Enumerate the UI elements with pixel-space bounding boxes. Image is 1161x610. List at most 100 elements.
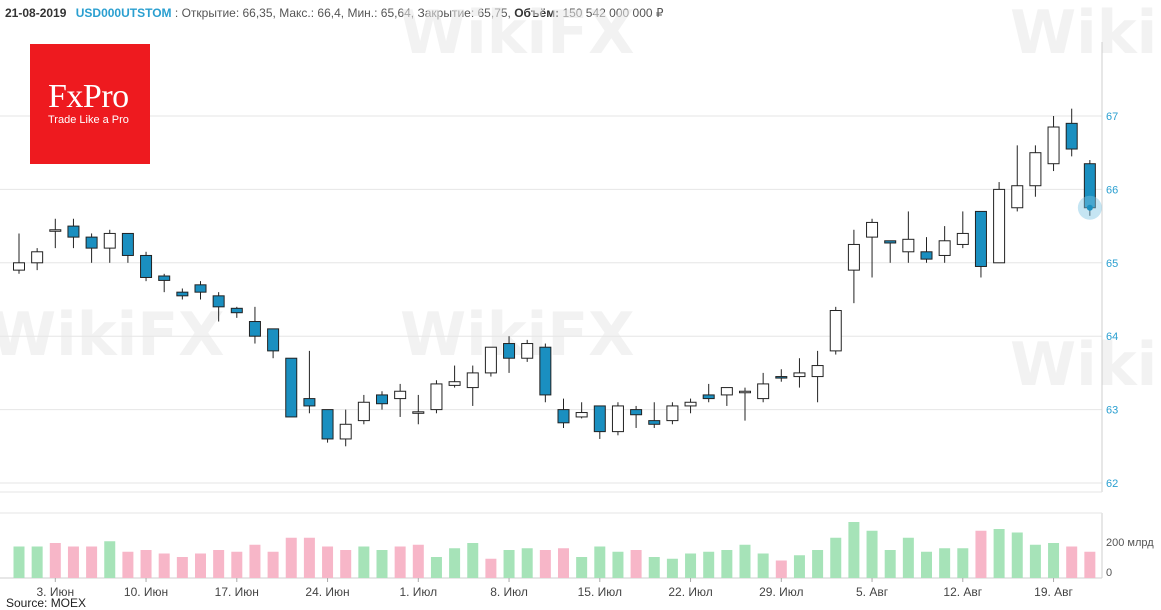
candle-body	[31, 251, 44, 264]
candle-body	[938, 240, 951, 256]
source-label: Source: MOEX	[6, 596, 87, 610]
candle-body	[67, 225, 80, 238]
candle-body	[974, 210, 987, 267]
header-open: Открытие: 66,35,	[181, 6, 276, 20]
candle-body	[212, 295, 225, 308]
candle-body	[757, 383, 770, 400]
x-tick-label: 22. Июл	[668, 585, 712, 599]
volume-bar	[939, 548, 951, 578]
candle-body	[956, 232, 969, 245]
volume-bar	[884, 550, 896, 578]
volume-bar	[449, 548, 461, 578]
header-close: Закрытие: 65,75,	[417, 6, 511, 20]
candle-body	[412, 411, 425, 414]
candle-body	[194, 284, 207, 293]
volume-bar	[467, 543, 479, 578]
candle-body	[684, 401, 697, 407]
candle-body	[140, 254, 153, 278]
volume-bar	[739, 544, 751, 578]
volume-bar	[322, 546, 334, 578]
candle-body	[648, 420, 661, 425]
volume-bar	[285, 537, 297, 578]
x-tick-label: 5. Авг	[856, 585, 889, 599]
candle-body	[321, 409, 334, 440]
candle-body	[793, 372, 806, 378]
candle-body	[847, 243, 860, 271]
volume-bar	[848, 522, 860, 578]
header-ticker[interactable]: USD000UTSTOM	[75, 6, 172, 20]
candle-body	[720, 387, 733, 396]
x-tick-label: 17. Июн	[215, 585, 259, 599]
volume-bar	[812, 550, 824, 578]
volume-bar	[993, 529, 1005, 578]
x-tick-label: 8. Июл	[490, 585, 528, 599]
volume-bar	[376, 550, 388, 578]
candle-body	[1065, 122, 1078, 150]
logo-tagline: Trade Like a Pro	[48, 114, 129, 126]
volume-bar	[49, 543, 61, 578]
x-tick-label: 24. Июн	[305, 585, 349, 599]
candle-body	[1011, 185, 1024, 209]
candle-body	[158, 275, 171, 281]
header-low: Мин.: 65,64,	[347, 6, 415, 20]
x-tick-label: 15. Июл	[578, 585, 622, 599]
volume-bar	[485, 558, 497, 578]
header-high: Макс.: 66,4,	[279, 6, 345, 20]
volume-bar	[430, 557, 442, 578]
x-tick-label: 19. Авг	[1034, 585, 1073, 599]
volume-bar	[195, 553, 206, 578]
candle-body	[920, 251, 933, 260]
candle-body	[230, 307, 243, 314]
volume-bar	[866, 530, 878, 578]
volume-bar	[176, 557, 188, 578]
volume-bar	[412, 544, 424, 578]
candle-body	[593, 405, 606, 433]
candle-body	[448, 381, 461, 386]
header-separator: :	[174, 6, 179, 20]
candle-body	[466, 372, 479, 389]
volume-bar	[957, 548, 969, 578]
volume-bar	[267, 551, 279, 578]
candle-body	[521, 343, 534, 359]
volume-bar	[594, 546, 606, 578]
header-volume-value: 150 542 000 000 ₽	[562, 6, 664, 20]
volume-bar	[921, 551, 932, 578]
candle-body	[884, 240, 897, 244]
candle-body	[575, 412, 588, 418]
volume-bar	[648, 557, 660, 578]
y-tick-label: 62	[1106, 478, 1118, 490]
y-tick-label: 63	[1106, 405, 1118, 417]
volume-bar	[67, 546, 79, 578]
volume-bar	[13, 546, 25, 578]
volume-bar	[1029, 544, 1041, 578]
candle-body	[103, 232, 116, 249]
candle-body	[176, 291, 189, 297]
last-price-dot	[1086, 204, 1093, 211]
candle-body	[811, 365, 824, 378]
candle-body	[303, 398, 316, 407]
candle-body	[394, 390, 407, 400]
candle-body	[1047, 126, 1060, 165]
x-tick-label: 10. Июн	[124, 585, 168, 599]
y-tick-label: 64	[1106, 331, 1118, 343]
volume-bar	[576, 557, 588, 578]
chart-header: 21-08-2019 USD000UTSTOM : Открытие: 66,3…	[5, 6, 664, 20]
fxpro-logo: FxPro Trade Like a Pro	[30, 44, 150, 164]
candle-body	[611, 405, 624, 433]
candle-body	[267, 328, 280, 352]
header-volume-label: Объём:	[514, 6, 560, 20]
volume-bar	[249, 544, 261, 578]
volume-bar	[1084, 551, 1096, 578]
volume-bar	[558, 548, 569, 578]
y-tick-label: 67	[1106, 111, 1118, 123]
volume-bar	[231, 551, 243, 578]
candle-body	[902, 238, 915, 253]
volume-bar	[612, 551, 624, 578]
x-tick-label: 3. Июн	[37, 585, 75, 599]
y-tick-label: 65	[1106, 258, 1118, 270]
volume-bar	[1066, 546, 1078, 578]
volume-bar	[503, 550, 515, 578]
volume-bar	[666, 558, 678, 578]
volume-bar	[521, 548, 533, 578]
